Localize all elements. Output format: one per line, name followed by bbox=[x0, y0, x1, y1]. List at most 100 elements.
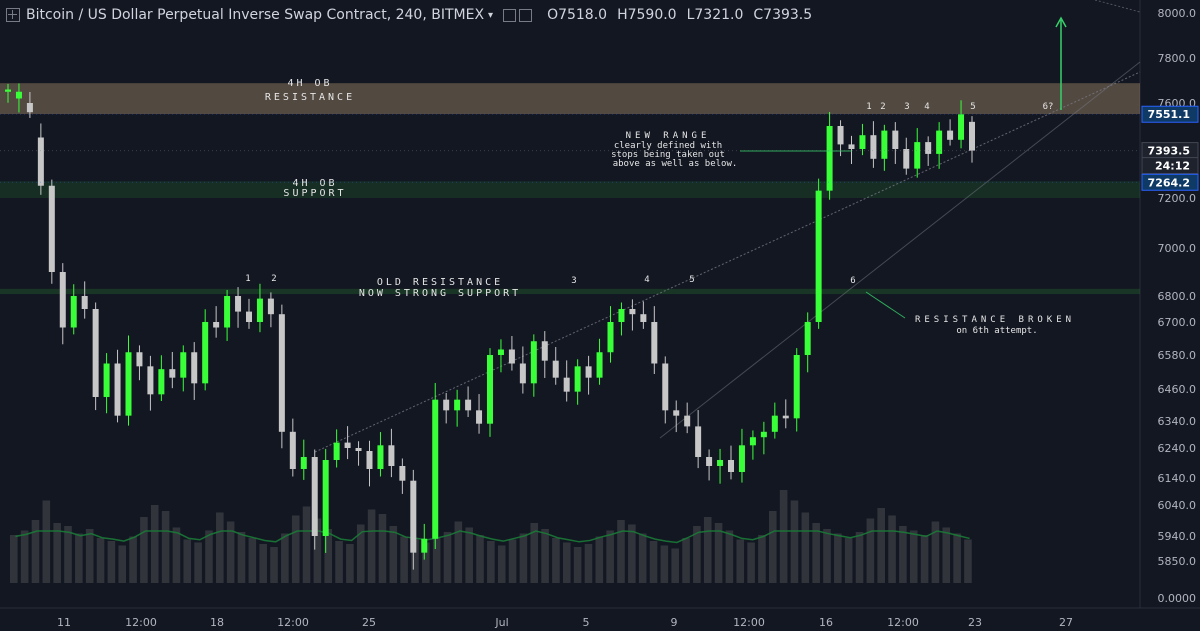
candle-body bbox=[476, 410, 483, 424]
compare-icon[interactable] bbox=[503, 8, 517, 22]
candle-body bbox=[684, 415, 691, 427]
candle-body bbox=[618, 309, 625, 322]
candle-body bbox=[59, 272, 66, 328]
volume-bar bbox=[714, 523, 723, 583]
volume-bar bbox=[432, 538, 441, 583]
candle-body bbox=[147, 366, 154, 395]
trendline-upper bbox=[314, 71, 1141, 453]
volume-bar bbox=[953, 533, 961, 583]
crosshair-icon[interactable] bbox=[6, 8, 20, 22]
volume-bar bbox=[779, 490, 788, 583]
touch-count-label: 4 bbox=[644, 275, 649, 285]
volume-bar bbox=[552, 538, 560, 583]
candle-body bbox=[136, 352, 143, 367]
volume-bar bbox=[541, 529, 549, 583]
time-tick-label: 12:00 bbox=[125, 616, 157, 629]
touch-count-label: 2 bbox=[880, 102, 885, 112]
price-tick-label: 5940.0 bbox=[1158, 530, 1197, 543]
annotation-text: stops being taken out bbox=[611, 150, 725, 160]
volume-bar bbox=[150, 505, 159, 583]
volume-bar bbox=[346, 544, 354, 583]
candle-body bbox=[596, 352, 603, 378]
volume-bar bbox=[855, 532, 864, 583]
candle-body bbox=[246, 311, 252, 322]
time-tick-label: 25 bbox=[362, 616, 376, 629]
volume-bar bbox=[140, 517, 148, 583]
volume-bar bbox=[844, 538, 853, 583]
volume-bar bbox=[194, 542, 202, 583]
candle-body bbox=[925, 142, 932, 154]
time-tick-label: 23 bbox=[968, 616, 982, 629]
candle-body bbox=[443, 399, 450, 411]
zone-label-top: OLD RESISTANCE bbox=[377, 277, 503, 288]
candle-body bbox=[399, 466, 406, 481]
zone-label-top: 4H OB bbox=[292, 178, 337, 189]
volume-bar bbox=[313, 518, 322, 583]
candle-body bbox=[760, 431, 767, 438]
candle-body bbox=[574, 366, 581, 392]
zone-label-bottom: SUPPORT bbox=[283, 188, 346, 199]
volume-bar bbox=[573, 547, 582, 583]
price-tick-label: 6240.0 bbox=[1158, 442, 1197, 455]
candle-body bbox=[914, 142, 921, 169]
volume-bar bbox=[823, 529, 831, 583]
candle-body bbox=[541, 341, 548, 361]
chevron-down-icon[interactable]: ▾ bbox=[488, 9, 494, 21]
candle-body bbox=[881, 130, 888, 159]
price-tick-label: 5850.0 bbox=[1158, 555, 1197, 568]
candle-body bbox=[180, 352, 187, 378]
settings-icon[interactable] bbox=[519, 8, 533, 22]
candle-body bbox=[158, 369, 165, 395]
candle-body bbox=[903, 149, 910, 169]
candle-body bbox=[607, 322, 614, 353]
price-tick-label: 7800.0 bbox=[1158, 52, 1197, 65]
candle-body bbox=[826, 126, 833, 191]
candle-body bbox=[892, 130, 899, 149]
volume-bar bbox=[682, 538, 690, 583]
price-tick-label: 6460.0 bbox=[1158, 383, 1197, 396]
volume-bar bbox=[75, 533, 83, 583]
candle-body bbox=[410, 480, 417, 553]
candle-body bbox=[421, 538, 428, 553]
volume-bar bbox=[899, 526, 907, 583]
candle-body bbox=[508, 349, 515, 364]
candle-body bbox=[629, 309, 636, 315]
candle-body bbox=[848, 144, 855, 149]
candle-body bbox=[563, 377, 570, 392]
symbol-title[interactable]: Bitcoin / US Dollar Perpetual Inverse Sw… bbox=[26, 7, 485, 23]
annotation-text: on 6th attempt. bbox=[956, 326, 1037, 336]
volume-bar bbox=[205, 530, 213, 583]
volume-bar bbox=[96, 538, 105, 583]
volume-bar bbox=[888, 515, 896, 583]
zone-label-bottom: NOW STRONG SUPPORT bbox=[359, 288, 521, 299]
volume-moving-average bbox=[15, 530, 970, 544]
volume-bar bbox=[454, 521, 463, 583]
chart-header: Bitcoin / US Dollar Perpetual Inverse Sw… bbox=[0, 0, 1140, 30]
candle-body bbox=[815, 190, 822, 322]
volume-bar bbox=[562, 542, 571, 583]
volume-bar bbox=[909, 530, 918, 583]
volume-bar bbox=[422, 542, 430, 583]
touch-count-label: 6 bbox=[850, 276, 855, 286]
candle-body bbox=[969, 121, 975, 151]
touch-count-label: 5 bbox=[970, 102, 975, 112]
touch-count-label: 2 bbox=[271, 274, 276, 284]
candle-body bbox=[235, 296, 242, 312]
volume-bar bbox=[530, 523, 539, 583]
touch-count-label: 3 bbox=[904, 102, 909, 112]
candle-body bbox=[5, 89, 11, 92]
volume-bar bbox=[291, 515, 300, 583]
time-tick-label: 11 bbox=[57, 616, 71, 629]
time-tick-label: 27 bbox=[1059, 616, 1073, 629]
candle-body bbox=[70, 296, 77, 328]
candle-body bbox=[936, 130, 943, 154]
price-tag-label: 7264.2 bbox=[1148, 176, 1190, 189]
price-zero-label: 0.0000 bbox=[1158, 592, 1197, 605]
zone-label-top: 4H OB bbox=[287, 78, 332, 89]
volume-bar bbox=[801, 512, 810, 583]
volume-bar bbox=[389, 526, 398, 583]
volume-bar bbox=[519, 533, 528, 583]
candle-body bbox=[81, 296, 88, 309]
volume-bar bbox=[497, 545, 506, 583]
